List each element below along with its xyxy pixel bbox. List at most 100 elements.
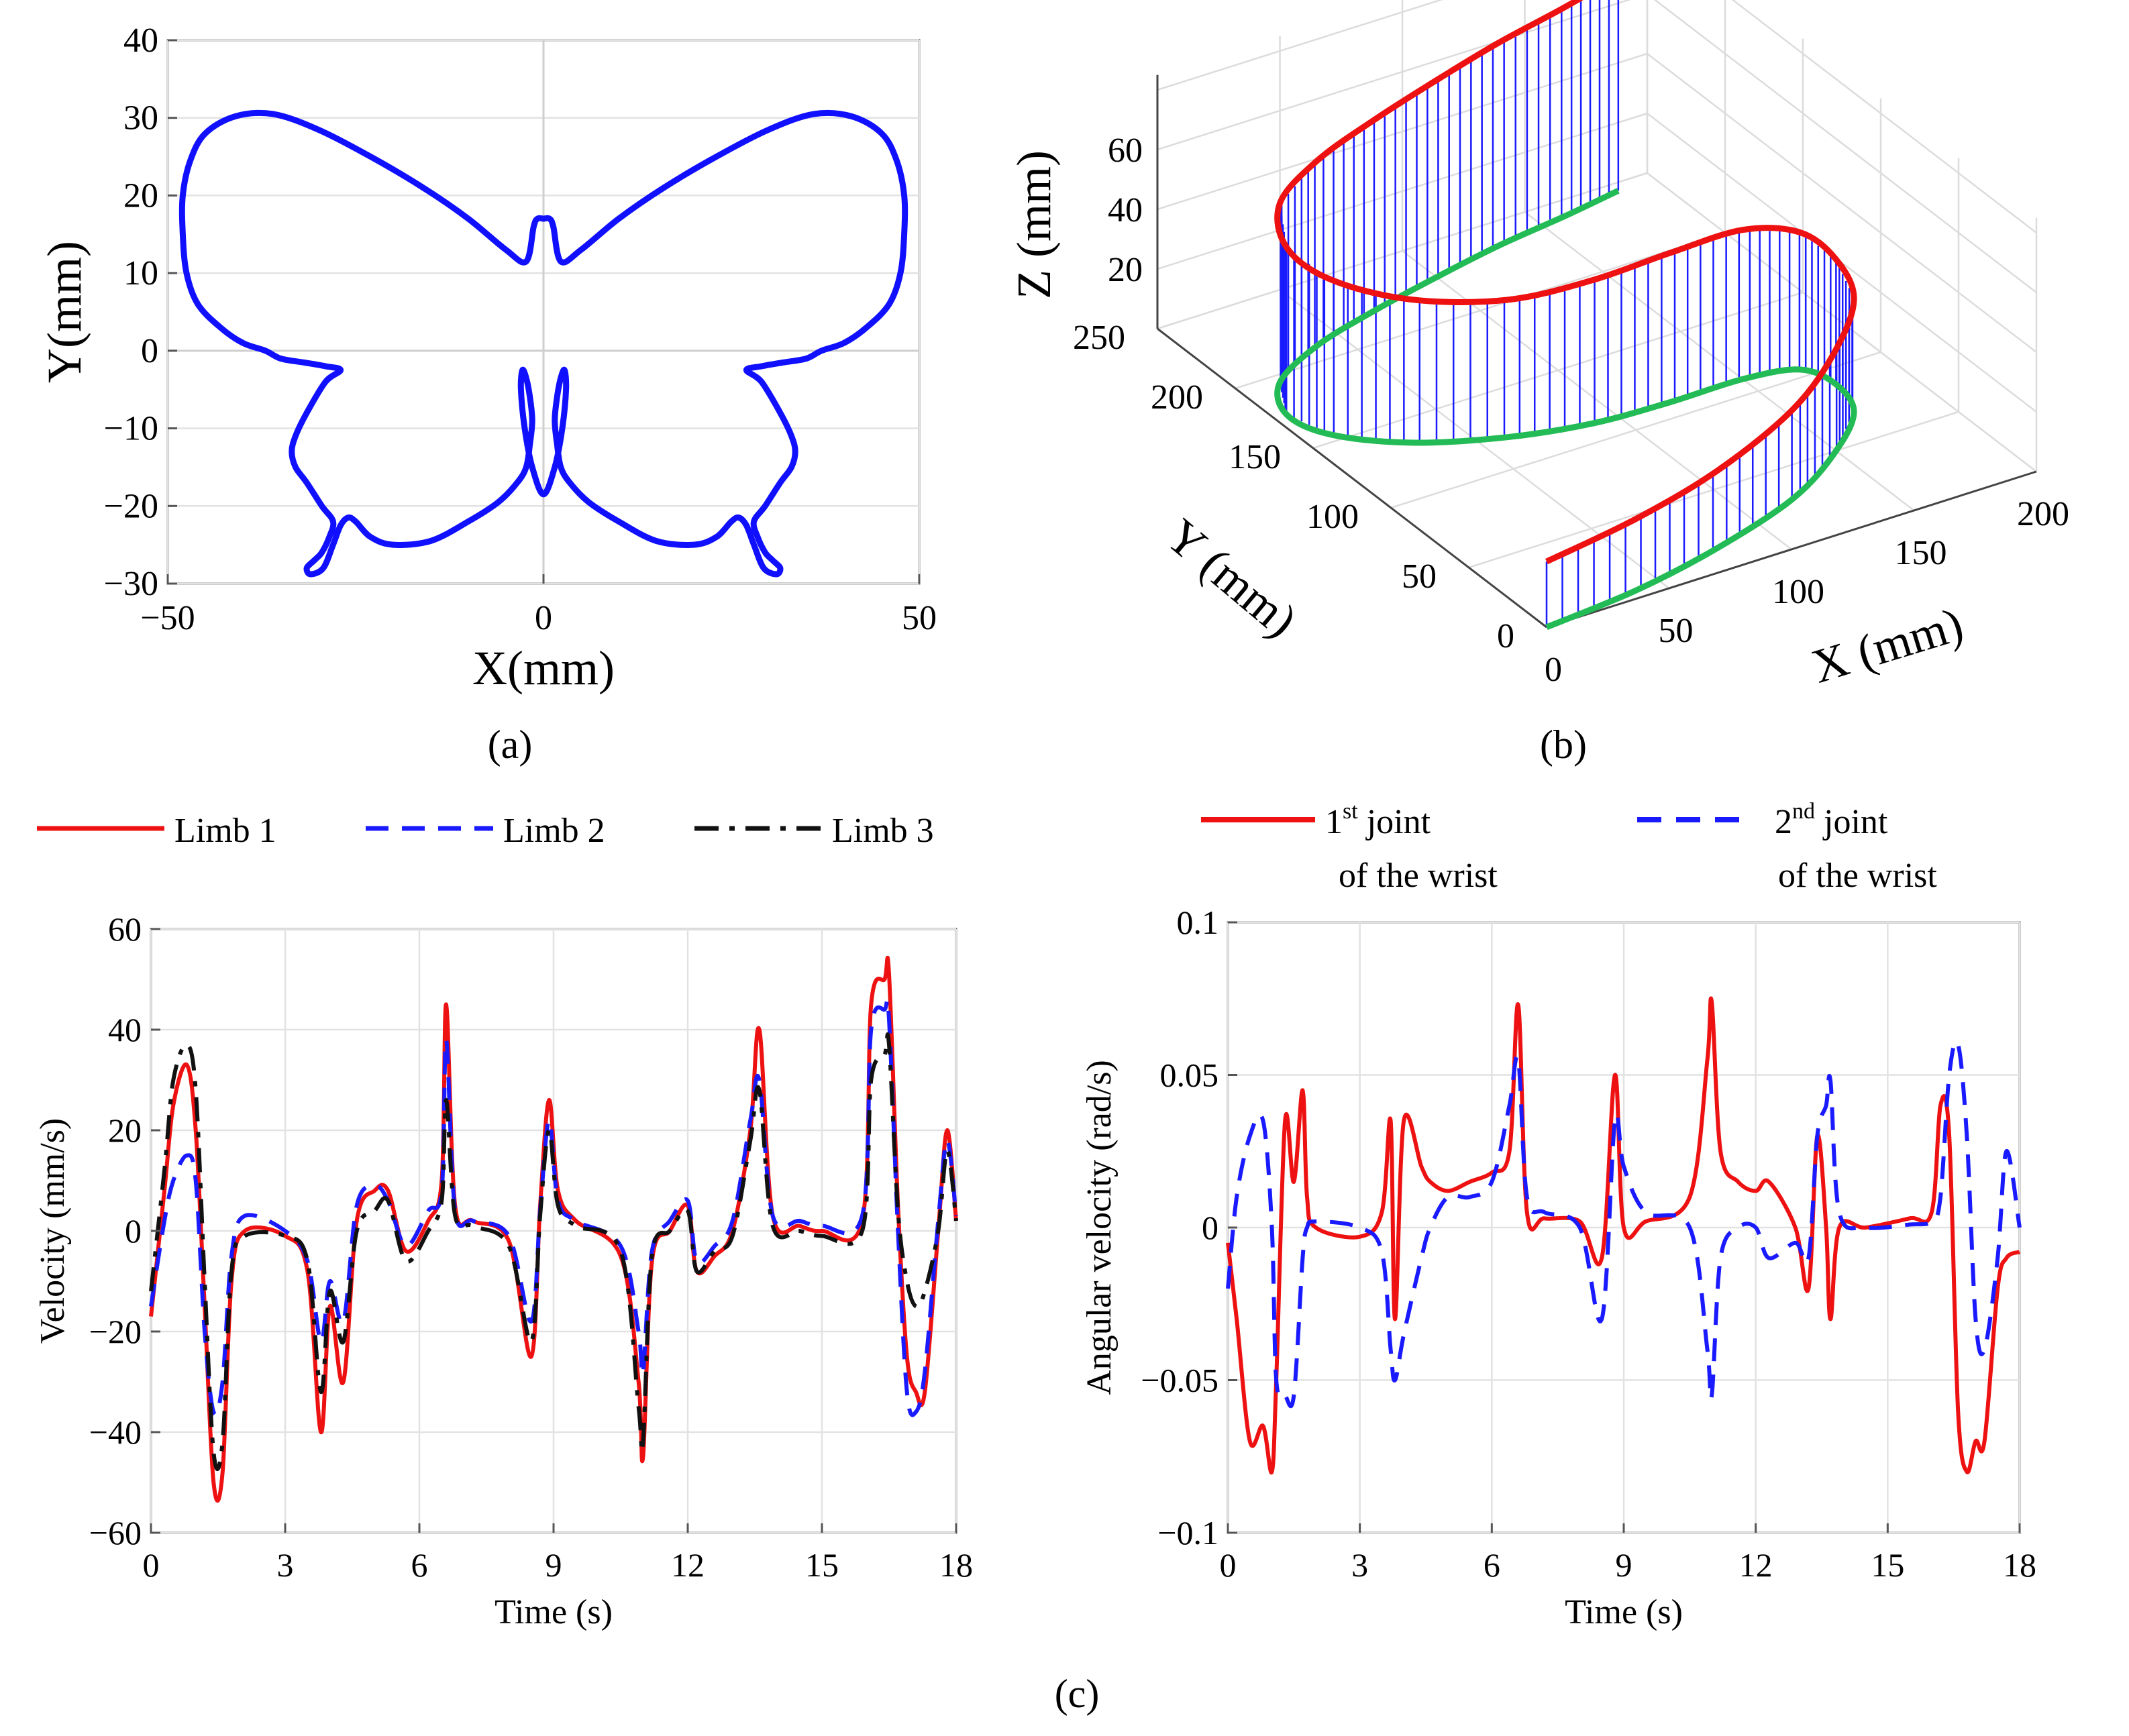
- x-tick-label: 0: [143, 1546, 160, 1584]
- y-tick-label: 40: [108, 1011, 142, 1048]
- x-tick-label: 6: [411, 1546, 428, 1584]
- panel-b-top-path: [1274, 0, 1857, 565]
- box-grid-line: [1157, 327, 1547, 629]
- x-tick-label: 100: [1772, 573, 1824, 611]
- box-grid-line: [1653, 0, 2037, 293]
- x-tick-label: 6: [1484, 1546, 1500, 1584]
- series-line: [149, 1032, 958, 1471]
- panel-a-grid: [166, 39, 921, 585]
- box-grid-line: [1157, 0, 1443, 91]
- box-grid-line: [1390, 351, 1881, 509]
- legend-label: Limb 1: [174, 812, 276, 850]
- x-tick-label: 15: [805, 1546, 839, 1584]
- panel-c-left-ylabel: Velocity (mm/s): [34, 1118, 72, 1344]
- panel-b: 0 50 100 150 200 0 50 100 150 200 250 20 40 60 X (mm)…: [1007, 0, 2069, 767]
- box-grid-line: [1157, 112, 1648, 270]
- panel-c-right-series: [1226, 996, 2022, 1475]
- box-grid-line: [1546, 470, 2037, 629]
- y-tick-label: 0.1: [1177, 904, 1219, 941]
- y-tick-label: −20: [104, 487, 158, 525]
- legend-joint2-line1: 2nd joint: [1775, 799, 1888, 841]
- panel-c-right-xlabel: Time (s): [1565, 1593, 1683, 1631]
- y-tick-label: −20: [89, 1313, 142, 1350]
- legend-label: Limb 2: [503, 812, 605, 850]
- y-tick-label: 50: [1402, 557, 1437, 596]
- panel-c-right-legend: 1st joint of the wrist 2nd joint of the …: [1201, 799, 1937, 895]
- series-line: [149, 955, 958, 1503]
- x-tick-label: 150: [1895, 534, 1947, 572]
- y-tick-label: −60: [89, 1514, 142, 1552]
- x-tick-label: 18: [939, 1546, 973, 1584]
- y-tick-label: 60: [108, 910, 142, 948]
- box-grid-line: [1157, 52, 1648, 211]
- x-tick-label: 200: [2017, 495, 2069, 533]
- z-tick-label: 20: [1108, 251, 1143, 289]
- panel-c-left-legend: Limb 1 Limb 2 Limb 3: [37, 812, 934, 850]
- y-tick-label: 20: [108, 1111, 142, 1149]
- y-tick-label: 0.05: [1160, 1056, 1219, 1094]
- y-tick-label: 150: [1229, 438, 1281, 476]
- y-tick-label: 100: [1306, 498, 1359, 536]
- box-grid-line: [1647, 53, 2037, 353]
- y-tick-label: −0.05: [1141, 1362, 1218, 1399]
- y-tick-label: 250: [1073, 319, 1125, 357]
- y-tick-label: 0: [1497, 617, 1514, 655]
- panel-c-left: Limb 1 Limb 2 Limb 3 0 3 6 9 12 15 18 60 40 20 0 −20 −…: [34, 812, 973, 1631]
- series-line: [149, 997, 958, 1417]
- x-tick-label: 50: [902, 599, 937, 637]
- series-line: [1226, 996, 2021, 1475]
- panel-a-xlabel: X(mm): [472, 641, 615, 695]
- panel-b-caption: (b): [1540, 722, 1587, 767]
- z-tick-label: 60: [1108, 131, 1143, 170]
- box-grid-line: [1402, 250, 1792, 550]
- y-tick-label: 0: [125, 1212, 142, 1250]
- legend-joint1-line2: of the wrist: [1339, 857, 1498, 895]
- panel-a-ylabel: Y(mm): [38, 241, 91, 383]
- y-tick-label: −0.1: [1157, 1514, 1218, 1552]
- x-tick-label: 9: [546, 1546, 562, 1584]
- x-tick-label: 50: [1659, 612, 1694, 650]
- x-tick-label: 12: [1739, 1546, 1773, 1584]
- panel-b-3d-box: [1156, 0, 2038, 629]
- legend-label: Limb 3: [832, 812, 934, 850]
- y-tick-label: 10: [123, 254, 158, 292]
- panel-c-left-ticks: 0 3 6 9 12 15 18 60 40 20 0 −20 −40 −60: [89, 910, 973, 1584]
- y-tick-label: −40: [89, 1413, 142, 1451]
- y-tick-label: 0: [1202, 1209, 1218, 1246]
- z-tick-label: 40: [1108, 191, 1143, 229]
- panel-b-ticks: 0 50 100 150 200 0 50 100 150 200 250 20 40 60: [1073, 131, 2069, 689]
- box-grid-line: [1312, 291, 1804, 449]
- x-tick-label: 18: [2003, 1546, 2036, 1584]
- x-tick-label: 0: [535, 599, 552, 637]
- panel-a-caption: (a): [488, 722, 533, 767]
- panel-a: −50 0 50 40 30 20 10 0 −10 −20 −30 X(mm) Y(mm) (a): [38, 21, 937, 767]
- panel-c-right-ticks: 0 3 6 9 12 15 18 0.1 0.05 0 −0.05 −0.1: [1141, 904, 2036, 1584]
- x-tick-label: 9: [1616, 1546, 1632, 1584]
- x-tick-label: 3: [1351, 1546, 1368, 1584]
- panel-b-bottom-path: [1274, 188, 1857, 631]
- butterfly-curve: [178, 109, 908, 578]
- box-grid-line: [1524, 211, 1915, 511]
- x-tick-label: 12: [671, 1546, 705, 1584]
- y-tick-label: 20: [123, 176, 158, 215]
- x-tick-label: 3: [277, 1546, 294, 1584]
- box-grid-line: [1157, 0, 1631, 151]
- box-grid-line: [1731, 0, 2037, 233]
- panel-b-xlabel: X (mm): [1806, 597, 1969, 694]
- x-tick-label: −50: [140, 599, 195, 637]
- series-line: [1226, 1039, 2022, 1409]
- panel-c-caption: (c): [1055, 1672, 1100, 1716]
- legend-joint1-line1: 1st joint: [1325, 799, 1431, 841]
- x-tick-label: 15: [1871, 1546, 1904, 1584]
- box-grid-line: [1157, 172, 1648, 330]
- y-tick-label: −30: [104, 565, 158, 603]
- y-tick-label: −10: [104, 410, 158, 448]
- y-tick-label: 30: [123, 99, 158, 138]
- x-tick-label: 0: [1220, 1546, 1237, 1584]
- y-tick-label: 0: [141, 332, 158, 370]
- legend-joint2-line2: of the wrist: [1778, 857, 1937, 895]
- panel-a-ticks: −50 0 50 40 30 20 10 0 −10 −20 −30: [104, 21, 937, 637]
- panel-c-left-series: [149, 955, 958, 1503]
- y-tick-label: 200: [1151, 378, 1203, 417]
